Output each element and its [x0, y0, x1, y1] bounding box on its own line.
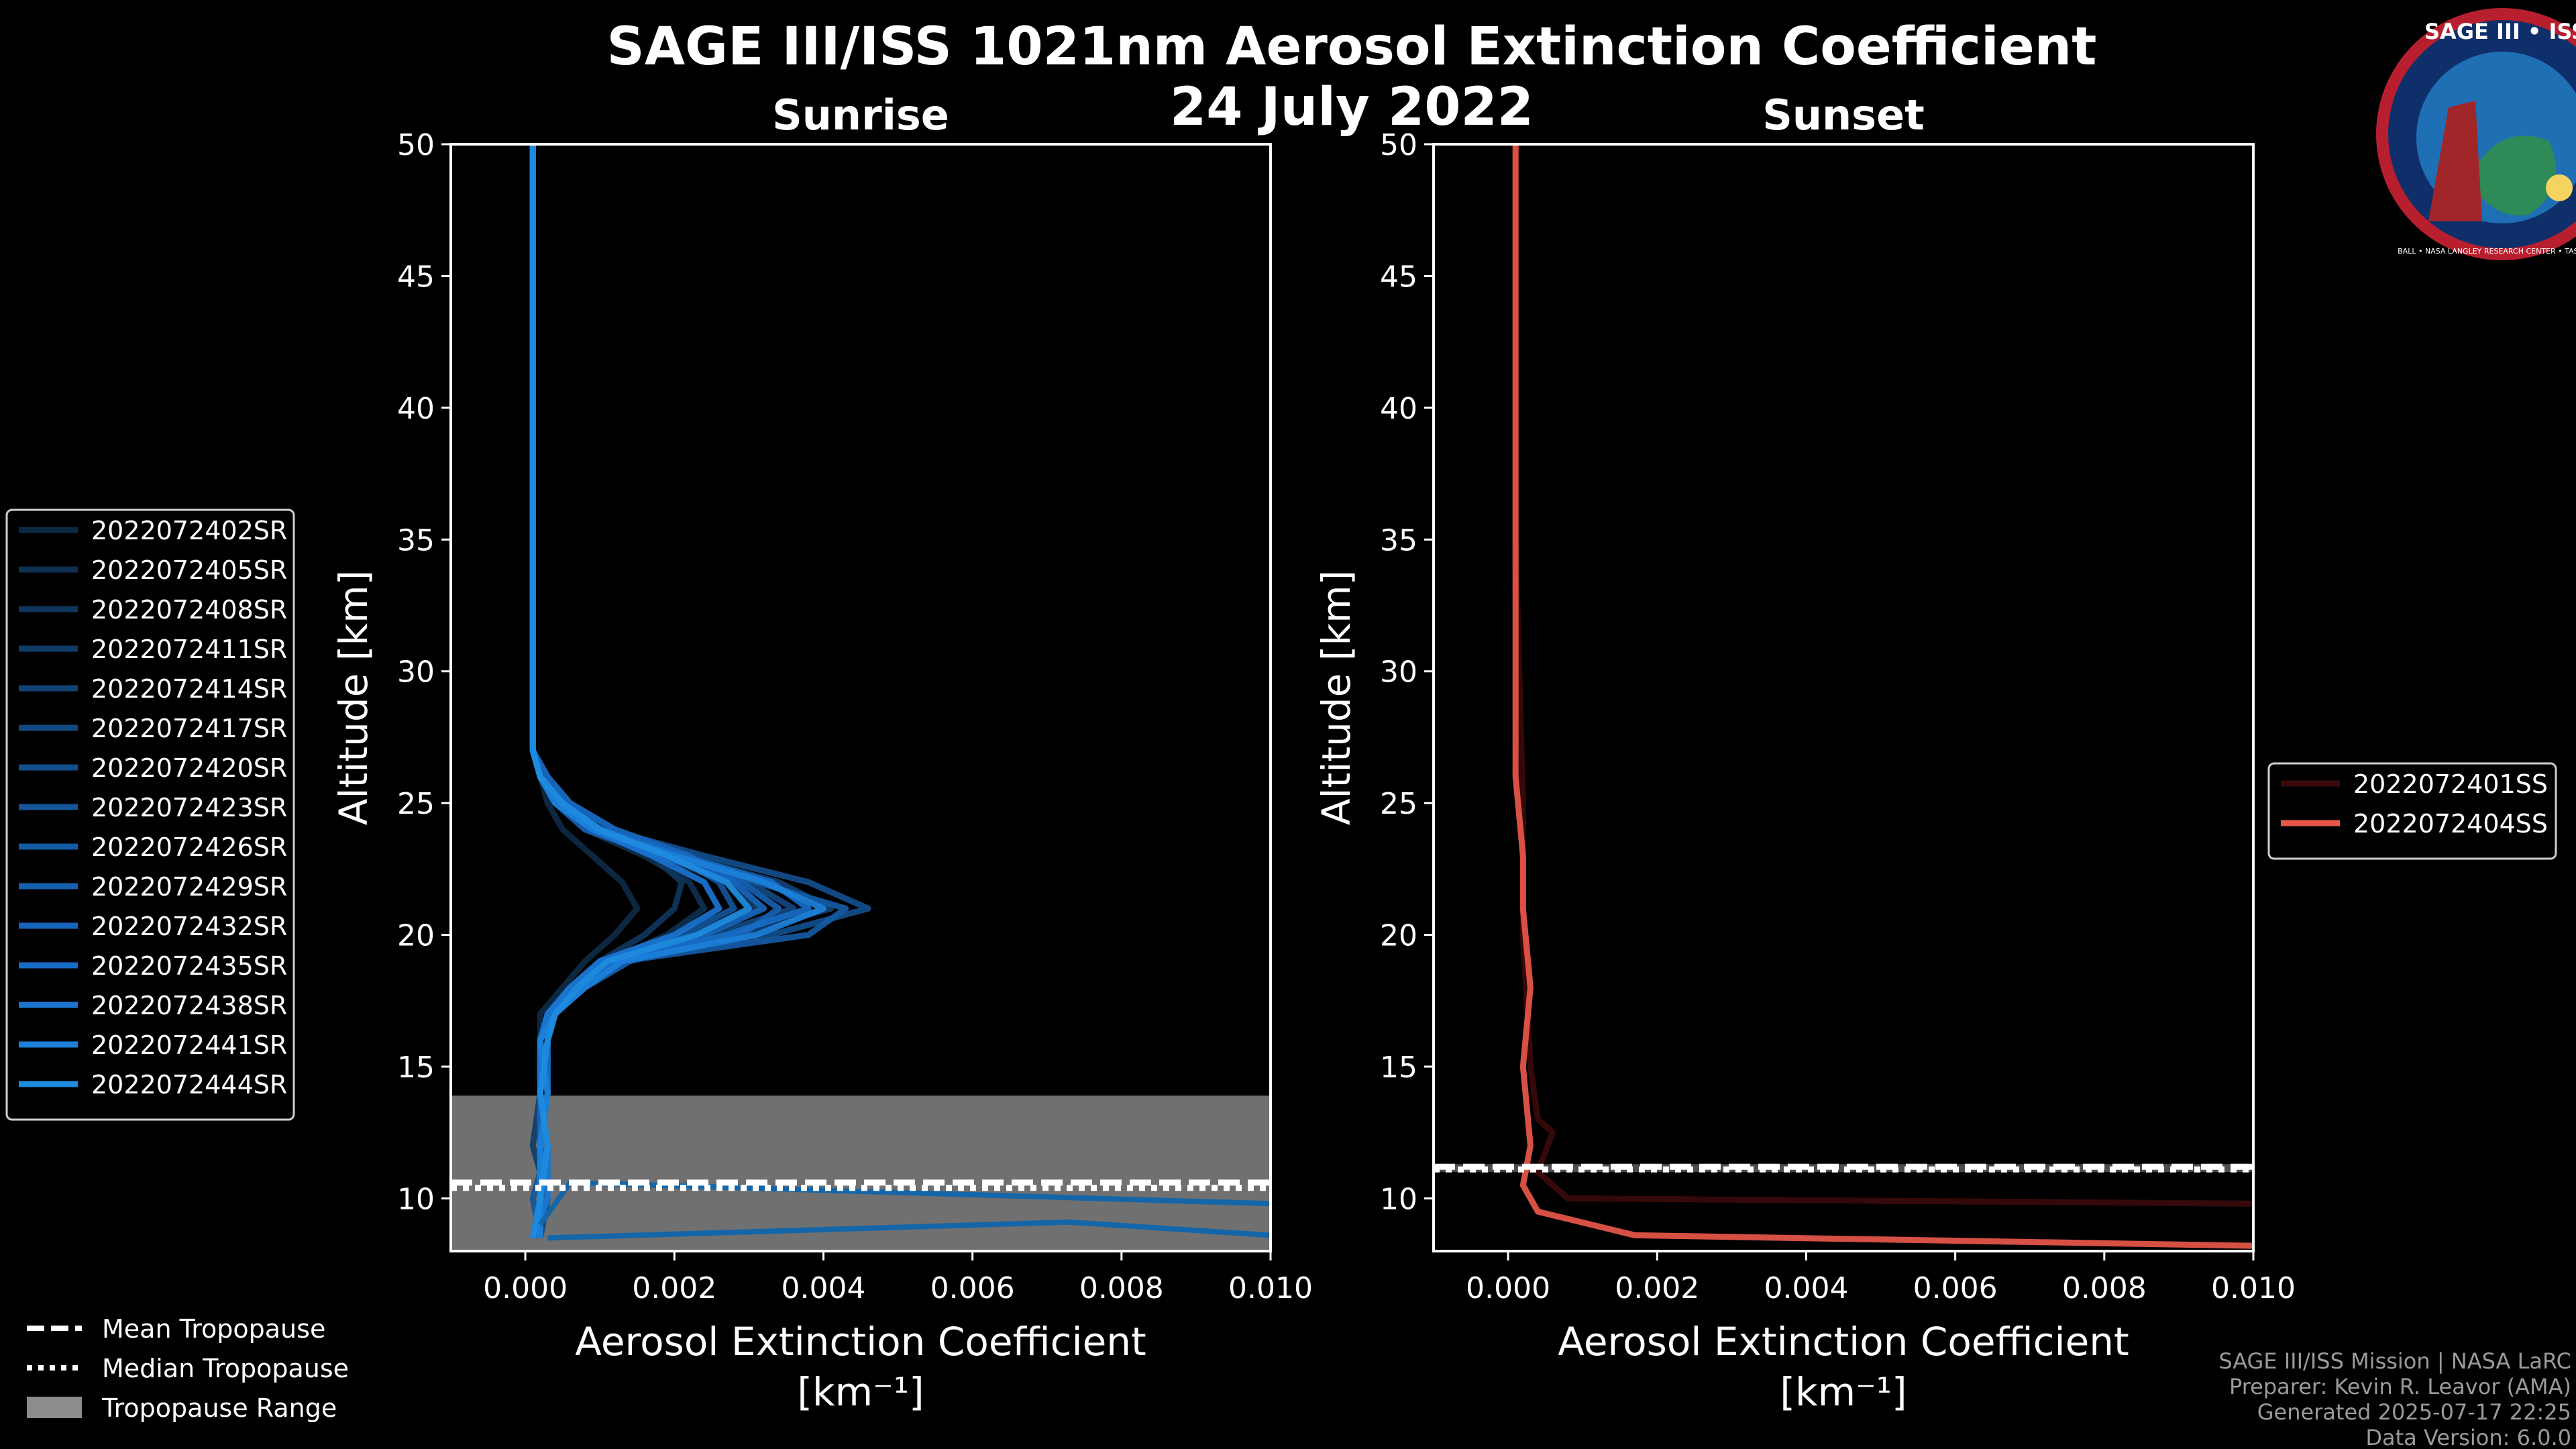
sunrise-ytick-label: 15	[397, 1051, 435, 1085]
sunrise-ytick-label: 30	[397, 655, 435, 690]
sunrise-xtick-label: 0.004	[781, 1271, 865, 1305]
footer-line: Preparer: Kevin R. Leavor (AMA)	[2229, 1374, 2571, 1399]
sunrise-panel-title: Sunrise	[772, 91, 949, 140]
tropopause-legend-label: Median Tropopause	[102, 1354, 349, 1383]
tropopause-legend: Mean Tropopause Median Tropopause Tropopau…	[27, 1314, 349, 1423]
sunset-xtick-label: 0.004	[1764, 1271, 1848, 1305]
sunrise-ytick-label: 45	[397, 260, 435, 294]
sunset-xtick-label: 0.010	[2211, 1271, 2296, 1305]
sunrise-yaxis-label: Altitude [km]	[331, 570, 376, 825]
sunrise-legend-item-label: 2022072402SR	[91, 516, 287, 545]
sunset-legend: 2022072401SS 2022072404SS	[2267, 762, 2557, 860]
sunrise-profile-2022072444SR	[529, 144, 752, 1239]
tropopause-legend-label: Tropopause Range	[101, 1393, 337, 1423]
sunrise-ytick-label: 25	[397, 787, 435, 821]
logo-figure	[2428, 101, 2482, 221]
sunset-xaxis-units: [km⁻¹]	[1780, 1369, 1907, 1415]
sunset-profile-2022072404SS	[1512, 144, 2253, 1249]
sunrise-legend-item-box	[5, 508, 295, 1121]
logo-name: SAGE III • ISS	[2424, 19, 2576, 44]
sunrise-legend-item-label: 2022072408SR	[91, 595, 287, 625]
sunset-ytick-label: 10	[1380, 1182, 1417, 1216]
sunset-xaxis-label: Aerosol Extinction Coefficient	[1558, 1319, 2129, 1364]
sunrise-xtick-label: 0.006	[930, 1271, 1015, 1305]
sunset-ytick-label: 30	[1380, 655, 1417, 690]
sunset-legend-item-box	[2267, 762, 2557, 860]
sunrise-legend-item-label: 2022072414SR	[91, 674, 287, 704]
sunset-xtick-label: 0.000	[1466, 1271, 1550, 1305]
tropopause-range	[1434, 1164, 2253, 1173]
sunset-ytick-label: 20	[1380, 919, 1417, 953]
sunset-axes-frame	[1432, 143, 2255, 1252]
sunset-ytick-label: 25	[1380, 787, 1417, 821]
sunrise-xtick-label: 0.008	[1079, 1271, 1164, 1305]
sunrise-xaxis-units: [km⁻¹]	[797, 1369, 924, 1415]
sunset-xtick-label: 0.002	[1615, 1271, 1699, 1305]
tropopause-range-swatch	[27, 1397, 82, 1418]
sunset-panel: Sunset 0.000 0.002 0.004 0.006 0.008 0.010 10 15…	[1313, 91, 2296, 1415]
sunset-plot-area	[1434, 144, 2253, 1249]
sunset-profile-2022072401SS	[1512, 144, 2253, 1207]
sunset-ytick-label: 15	[1380, 1051, 1417, 1085]
sunrise-legend: 2022072402SR 2022072405SR 2022072408SR 2022…	[5, 508, 295, 1121]
sunset-legend-item-label: 2022072401SS	[2353, 769, 2548, 799]
sunrise-ytick-label: 20	[397, 919, 435, 953]
sunset-ytick-label: 45	[1380, 260, 1417, 294]
sunrise-xtick-label: 0.010	[1228, 1271, 1313, 1305]
sunset-xtick-label: 0.008	[2062, 1271, 2147, 1305]
sunrise-legend-item-label: 2022072417SR	[91, 714, 287, 743]
sunrise-plot-area	[451, 144, 1271, 1251]
sunrise-legend-item-label: 2022072411SR	[91, 635, 287, 664]
footer-credits: SAGE III/ISS Mission | NASA LaRCPreparer…	[2218, 1348, 2571, 1449]
sunset-ytick-label: 40	[1380, 392, 1417, 426]
sunrise-ytick-label: 40	[397, 392, 435, 426]
footer-line: Data Version: 6.0.0	[2365, 1425, 2571, 1449]
sunrise-ytick-label: 10	[397, 1182, 435, 1216]
sunrise-axes-frame	[449, 143, 1272, 1252]
logo-sun	[2546, 174, 2573, 201]
sage-iss-mission-logo: SAGE III • ISS BALL • NASA LANGLEY RESEA…	[2376, 8, 2576, 260]
sunset-xtick-label: 0.006	[1913, 1271, 1998, 1305]
figure-subtitle: 24 July 2022	[1170, 77, 1534, 138]
sunrise-legend-item-label: 2022072444SR	[91, 1070, 287, 1099]
sunrise-legend-item-label: 2022072441SR	[91, 1030, 287, 1060]
sunrise-legend-item-label: 2022072423SR	[91, 793, 287, 822]
footer-line: SAGE III/ISS Mission | NASA LaRC	[2218, 1348, 2571, 1374]
sunrise-ytick-label: 50	[397, 128, 435, 162]
sunrise-xtick-label: 0.000	[483, 1271, 568, 1305]
sunrise-outlier-1	[547, 1219, 1271, 1241]
sunset-ytick-label: 50	[1380, 128, 1417, 162]
sunrise-panel: Sunrise 0.000 0.002 0.004 0.006 0.008 0.010 10 1…	[331, 91, 1313, 1415]
sunset-ytick-label: 35	[1380, 523, 1417, 557]
sunset-panel-title: Sunset	[1762, 91, 1925, 140]
figure-title: SAGE III/ISS 1021nm Aerosol Extinction C…	[607, 17, 2097, 77]
sunrise-legend-item-label: 2022072435SR	[91, 951, 287, 981]
footer-line: Generated 2025-07-17 22:25	[2257, 1399, 2571, 1425]
sunrise-ytick-label: 35	[397, 523, 435, 557]
sunrise-legend-item-label: 2022072426SR	[91, 833, 287, 862]
sunrise-xtick-label: 0.002	[632, 1271, 716, 1305]
sunset-legend-item-label: 2022072404SS	[2353, 809, 2548, 839]
tropopause-legend-label: Mean Tropopause	[102, 1314, 325, 1344]
sunrise-legend-item-label: 2022072429SR	[91, 872, 287, 902]
sunrise-xaxis-label: Aerosol Extinction Coefficient	[575, 1319, 1146, 1364]
sunrise-legend-item-label: 2022072405SR	[91, 555, 287, 585]
sunset-yaxis-label: Altitude [km]	[1313, 570, 1359, 825]
sunrise-legend-item-label: 2022072432SR	[91, 912, 287, 941]
sunrise-legend-item-label: 2022072438SR	[91, 991, 287, 1020]
sunrise-legend-item-label: 2022072420SR	[91, 753, 287, 783]
logo-ring-text: BALL • NASA LANGLEY RESEARCH CENTER • TA…	[2398, 247, 2576, 256]
logo-continent	[2469, 136, 2556, 216]
